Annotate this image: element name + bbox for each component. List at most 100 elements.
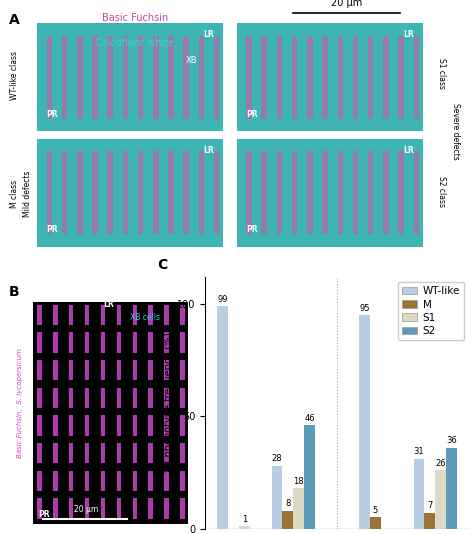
Text: PR: PR	[246, 225, 258, 234]
Bar	[337, 151, 343, 234]
Text: Basic Fuchsin,  S. lycopersicum: Basic Fuchsin, S. lycopersicum	[17, 348, 23, 458]
Bar	[117, 415, 121, 436]
Bar	[92, 36, 98, 119]
Bar	[77, 36, 82, 119]
Bar	[100, 332, 105, 352]
Bar	[100, 360, 105, 380]
Text: 99: 99	[217, 295, 228, 303]
Bar	[133, 332, 137, 352]
Bar	[307, 36, 313, 119]
Bar	[368, 36, 374, 119]
Bar	[292, 36, 298, 119]
Bar	[133, 443, 137, 463]
Bar	[293, 488, 304, 529]
Bar	[183, 151, 189, 234]
Bar	[37, 139, 223, 247]
Bar	[133, 415, 137, 436]
Text: 20 μm: 20 μm	[330, 0, 362, 8]
Bar	[164, 498, 169, 519]
Bar	[237, 23, 423, 131]
Text: Basic Fuchsin: Basic Fuchsin	[102, 13, 168, 23]
Text: S2 class: S2 class	[437, 176, 446, 207]
Bar	[164, 332, 169, 352]
Bar	[180, 471, 185, 491]
Bar	[37, 360, 42, 380]
Bar	[37, 471, 42, 491]
Bar	[53, 305, 57, 325]
Text: A: A	[9, 13, 20, 27]
Bar	[46, 36, 52, 119]
Bar	[123, 36, 128, 119]
Bar	[100, 471, 105, 491]
Bar	[148, 443, 153, 463]
Bar	[277, 36, 283, 119]
Bar	[413, 459, 425, 529]
Text: 31: 31	[414, 447, 424, 457]
Bar	[383, 36, 389, 119]
Text: 46: 46	[304, 414, 315, 422]
Bar	[180, 443, 185, 463]
Text: 18: 18	[293, 476, 304, 485]
Bar	[69, 498, 73, 519]
Bar	[359, 315, 370, 529]
Bar	[133, 360, 137, 380]
Bar	[85, 443, 90, 463]
Text: B: B	[9, 285, 19, 299]
Bar	[69, 415, 73, 436]
Bar	[117, 471, 121, 491]
Text: 26: 26	[436, 459, 446, 468]
Bar	[383, 151, 389, 234]
Bar	[164, 471, 169, 491]
Text: 36: 36	[447, 436, 457, 445]
Bar	[100, 305, 105, 325]
Bar	[107, 151, 113, 234]
Y-axis label: XB phenotype frequency (%): XB phenotype frequency (%)	[164, 333, 174, 473]
Bar	[133, 305, 137, 325]
Text: 1: 1	[242, 515, 247, 524]
Bar	[148, 498, 153, 519]
Text: XB cells: XB cells	[130, 313, 160, 322]
Bar	[92, 151, 98, 234]
Bar	[69, 332, 73, 352]
Bar	[353, 36, 358, 119]
Bar	[133, 388, 137, 408]
Bar	[37, 332, 42, 352]
Text: 8: 8	[285, 499, 291, 508]
Text: LR: LR	[203, 30, 214, 40]
Bar	[69, 388, 73, 408]
Bar	[53, 388, 57, 408]
Bar	[199, 151, 204, 234]
Text: PR: PR	[46, 109, 58, 119]
Bar	[322, 36, 328, 119]
Bar	[33, 302, 188, 524]
Bar	[148, 305, 153, 325]
Bar	[180, 305, 185, 325]
Bar	[69, 471, 73, 491]
Bar	[85, 388, 90, 408]
Bar	[37, 305, 42, 325]
Text: LR: LR	[203, 146, 214, 155]
Bar	[100, 415, 105, 436]
Bar	[69, 305, 73, 325]
Bar	[37, 415, 42, 436]
Bar	[53, 471, 57, 491]
Bar	[214, 151, 219, 234]
Text: C: C	[157, 258, 168, 272]
Text: Mild defects: Mild defects	[24, 171, 32, 217]
Bar	[368, 151, 374, 234]
Bar	[153, 36, 158, 119]
Bar	[272, 466, 283, 529]
Bar	[398, 36, 404, 119]
Bar	[117, 332, 121, 352]
Bar	[180, 332, 185, 352]
Text: LR: LR	[103, 300, 114, 309]
Bar	[37, 443, 42, 463]
Bar	[425, 513, 436, 529]
Bar	[37, 388, 42, 408]
Bar	[164, 388, 169, 408]
Bar	[262, 151, 267, 234]
Bar	[62, 151, 67, 234]
Bar	[85, 332, 90, 352]
Bar	[239, 527, 250, 529]
Text: LR: LR	[403, 146, 413, 155]
